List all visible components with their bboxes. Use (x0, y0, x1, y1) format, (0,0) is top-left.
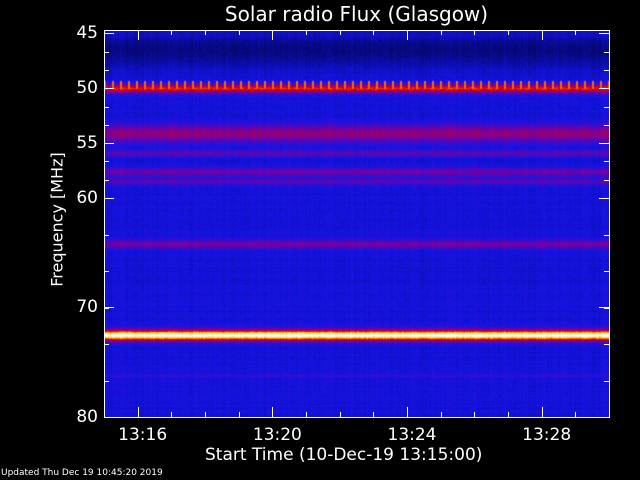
x-tick-minor (205, 412, 206, 417)
x-tick-label: 13:20 (252, 425, 302, 445)
x-tick-minor (575, 412, 577, 417)
y-tick-label: 70 (76, 297, 98, 318)
x-tick-minor (339, 412, 341, 417)
y-tick-major (104, 142, 114, 144)
y-tick-minor (604, 344, 609, 346)
x-tick-minor (171, 412, 173, 417)
x-tick-minor (205, 30, 206, 35)
y-tick-minor (104, 344, 109, 346)
x-tick-major (272, 407, 274, 417)
y-tick-minor (104, 380, 109, 382)
y-tick-minor (604, 307, 609, 309)
y-tick-minor (104, 234, 109, 236)
x-tick-major (541, 30, 543, 40)
y-tick-label: 80 (76, 407, 98, 427)
y-tick-minor (604, 124, 609, 126)
y-tick-minor (604, 234, 609, 236)
y-tick-minor (604, 179, 609, 181)
x-tick-minor (508, 412, 509, 417)
y-tick-minor (104, 271, 109, 273)
y-tick-label: 45 (76, 23, 98, 44)
x-tick-major (272, 30, 274, 40)
y-tick-minor (604, 33, 609, 35)
y-tick-minor (104, 124, 109, 126)
y-tick-major (104, 417, 114, 418)
x-tick-minor (575, 30, 577, 35)
y-tick-label: 55 (76, 132, 98, 153)
x-tick-minor (306, 30, 307, 35)
y-axis-label: Frequency [MHz] (47, 152, 67, 287)
x-tick-minor (440, 30, 442, 35)
y-tick-minor (604, 198, 609, 200)
x-tick-major (137, 30, 139, 40)
x-tick-minor (474, 412, 476, 417)
x-tick-major (407, 30, 408, 40)
x-tick-minor (306, 412, 307, 417)
x-tick-minor (373, 30, 375, 35)
x-tick-major (407, 407, 408, 417)
y-tick-minor (104, 179, 109, 181)
y-tick-minor (104, 161, 109, 163)
x-tick-minor (171, 30, 173, 35)
y-tick-minor (104, 88, 109, 90)
spectrogram-heatmap (104, 30, 609, 417)
y-tick-minor (604, 106, 609, 108)
x-tick-minor (238, 412, 240, 417)
updated-timestamp: Updated Thu Dec 19 10:45:20 2019 (1, 468, 163, 478)
y-tick-minor (104, 143, 109, 145)
y-tick-minor (604, 69, 609, 71)
y-tick-major (104, 307, 114, 309)
y-tick-label: 60 (76, 187, 98, 208)
y-tick-minor (604, 271, 609, 273)
y-tick-minor (604, 51, 609, 53)
y-tick-major (104, 197, 114, 199)
x-tick-minor (238, 30, 240, 35)
x-tick-minor (339, 30, 341, 35)
y-tick-minor (104, 198, 109, 200)
y-tick-minor (604, 161, 609, 163)
chart-title: Solar radio Flux (Glasgow) (224, 2, 489, 26)
y-tick-major (599, 417, 609, 418)
y-tick-minor (104, 51, 109, 53)
y-tick-minor (104, 307, 109, 309)
x-tick-label: 13:28 (522, 425, 572, 445)
spectrogram-plot (104, 30, 609, 417)
y-tick-label: 50 (76, 78, 98, 99)
plot-frame (104, 30, 610, 418)
x-tick-minor (508, 30, 509, 35)
x-axis-label: Start Time (10-Dec-19 13:15:00) (205, 445, 483, 465)
y-tick-major (104, 88, 114, 90)
x-tick-label: 13:24 (387, 425, 437, 445)
x-tick-major (137, 407, 139, 417)
x-tick-label: 13:16 (118, 425, 168, 445)
x-tick-major (541, 407, 543, 417)
y-tick-minor (104, 33, 109, 35)
x-tick-minor (440, 412, 442, 417)
y-tick-minor (604, 88, 609, 90)
y-tick-minor (104, 69, 109, 71)
x-tick-minor (373, 412, 375, 417)
y-tick-minor (604, 143, 609, 145)
y-tick-minor (104, 106, 109, 108)
y-tick-major (104, 33, 114, 35)
x-tick-minor (474, 30, 476, 35)
y-tick-minor (604, 380, 609, 382)
